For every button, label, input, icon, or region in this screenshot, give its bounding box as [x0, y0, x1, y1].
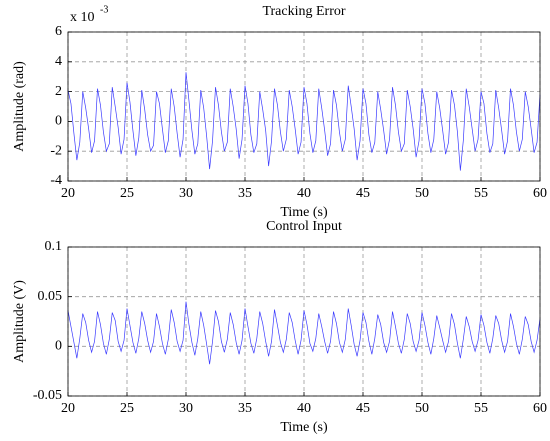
data-line	[67, 301, 541, 365]
y-tick-label: -2	[50, 143, 62, 158]
x-tick-label: 35	[238, 186, 252, 201]
x-tick-label: 25	[120, 401, 134, 416]
y-tick-label: 4	[55, 54, 62, 69]
x-tick-label: 40	[297, 186, 311, 201]
data-line	[67, 72, 541, 171]
x-tick-label: 55	[474, 186, 488, 201]
x-tick-label: 45	[356, 401, 370, 416]
y-tick-label: 6	[55, 24, 62, 39]
x-tick-label: 30	[179, 186, 193, 201]
x-tick-label: 50	[415, 186, 429, 201]
x-tick-label: 40	[297, 401, 311, 416]
y-axis-label: Amplitude (rad)	[12, 61, 27, 152]
y-tick-label: 0	[55, 339, 62, 354]
x-tick-label: 50	[415, 401, 429, 416]
x-tick-label: 30	[179, 401, 193, 416]
y-tick-label: -0.05	[33, 388, 62, 403]
x-tick-label: 45	[356, 186, 370, 201]
axis-multiplier-exponent: -3	[100, 4, 108, 15]
chart-title: Control Input	[266, 219, 342, 234]
x-tick-label: 20	[61, 186, 75, 201]
axes-box	[67, 246, 541, 397]
y-tick-label: 0	[55, 114, 62, 129]
x-tick-label: 35	[238, 401, 252, 416]
x-tick-label: 60	[533, 186, 547, 201]
y-axis-label: Amplitude (V)	[12, 280, 27, 363]
y-tick-label: 0.1	[45, 239, 63, 254]
x-tick-label: 55	[474, 401, 488, 416]
axes-box	[67, 31, 541, 182]
x-tick-label: 25	[120, 186, 134, 201]
x-axis-label: Time (s)	[280, 205, 328, 220]
y-tick-label: -4	[50, 173, 62, 188]
x-tick-label: 20	[61, 401, 75, 416]
y-tick-label: 2	[55, 84, 62, 99]
x-tick-label: 60	[533, 401, 547, 416]
axis-multiplier: x 10	[70, 10, 95, 25]
x-axis-label: Time (s)	[280, 420, 328, 435]
y-tick-label: 0.05	[38, 289, 63, 304]
chart-title: Tracking Error	[262, 4, 345, 19]
